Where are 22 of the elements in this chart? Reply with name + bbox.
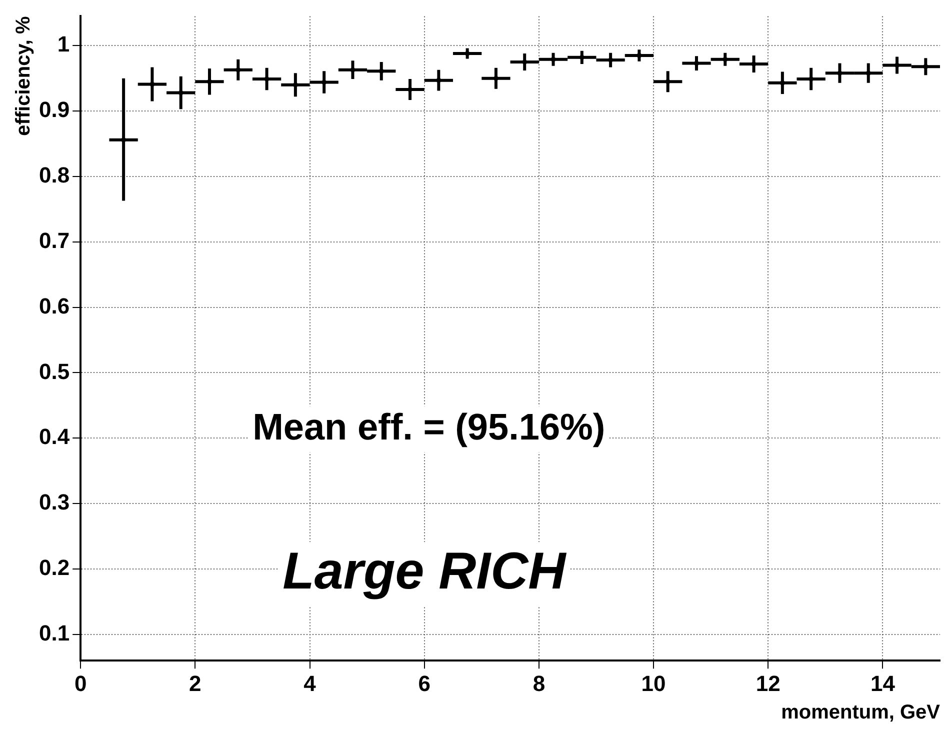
y-tick-label: 0.4 [38, 424, 70, 450]
y-tick-label: 0.3 [38, 490, 70, 515]
x-tick-label: 4 [304, 670, 317, 696]
x-tick-label: 6 [418, 670, 430, 696]
annotation: Mean eff. = (95.16%) [252, 406, 606, 448]
y-tick-label: 0.9 [38, 97, 70, 122]
y-tick-label: 0.8 [38, 162, 70, 188]
x-tick-label: 14 [870, 670, 896, 696]
y-tick-label: 0.5 [38, 358, 70, 384]
y-tick-label: 0.7 [38, 228, 70, 253]
annotation: Large RICH [282, 542, 568, 601]
y-tick-label: 0.6 [38, 293, 70, 318]
x-tick-label: 0 [74, 670, 87, 696]
x-tick-label: 8 [532, 670, 546, 696]
y-tick-label: 0.2 [38, 555, 70, 580]
x-axis-title: momentum, GeV [781, 702, 941, 724]
y-axis-title: efficiency, % [12, 16, 35, 136]
x-tick-label: 10 [641, 670, 666, 696]
x-tick-label: 2 [189, 670, 202, 696]
x-tick-label: 12 [756, 670, 780, 696]
y-tick-label: 1 [57, 32, 70, 57]
y-tick-label: 0.1 [38, 620, 70, 646]
